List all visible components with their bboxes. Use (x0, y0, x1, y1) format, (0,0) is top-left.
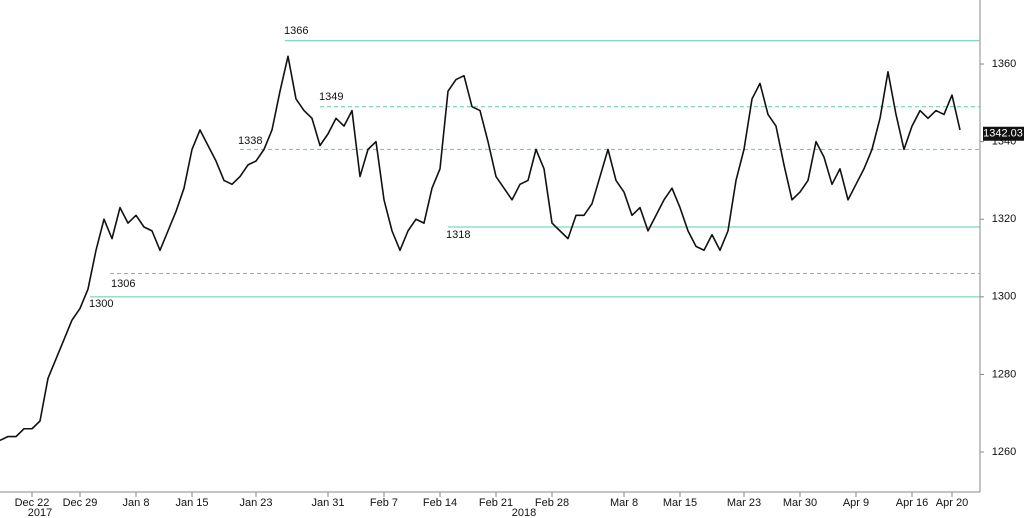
last-value-label: 1342.03 (983, 128, 1023, 140)
level-label: 1300 (89, 298, 113, 310)
x-tick-label: Mar 8 (610, 497, 638, 509)
x-tick-label: Mar 23 (727, 497, 761, 509)
x-tick-label: Apr 16 (896, 497, 928, 509)
x-tick-label: Dec 22 (15, 497, 50, 509)
level-label: 1306 (111, 278, 135, 290)
y-tick-label: 1360 (992, 58, 1016, 70)
level-label: 1318 (446, 229, 470, 241)
price-line (0, 55, 961, 442)
level-label: 1349 (319, 91, 343, 103)
x-tick-label: Mar 30 (783, 497, 817, 509)
last-value-box (983, 126, 1024, 141)
x-tick-label: Feb 21 (479, 497, 513, 509)
x-tick-label: Jan 15 (175, 497, 208, 509)
x-tick-label: Apr 20 (936, 497, 968, 509)
x-tick-label: Jan 31 (311, 497, 344, 509)
x-tick-label: Dec 29 (63, 497, 98, 509)
x-tick-label: Feb 7 (370, 497, 398, 509)
year-label: 2017 (28, 507, 52, 518)
y-tick-label: 1300 (992, 291, 1016, 303)
year-label: 2018 (512, 507, 536, 518)
y-tick-label: 1260 (992, 446, 1016, 458)
x-tick-label: Feb 14 (423, 497, 457, 509)
x-tick-label: Apr 9 (843, 497, 869, 509)
y-tick-label: 1280 (992, 368, 1016, 380)
level-label: 1366 (284, 25, 308, 37)
x-tick-label: Jan 8 (123, 497, 150, 509)
x-tick-label: Feb 28 (535, 497, 569, 509)
y-tick-label: 1320 (992, 213, 1016, 225)
x-tick-label: Jan 23 (239, 497, 272, 509)
x-tick-label: Mar 15 (663, 497, 697, 509)
level-label: 1338 (238, 135, 262, 147)
